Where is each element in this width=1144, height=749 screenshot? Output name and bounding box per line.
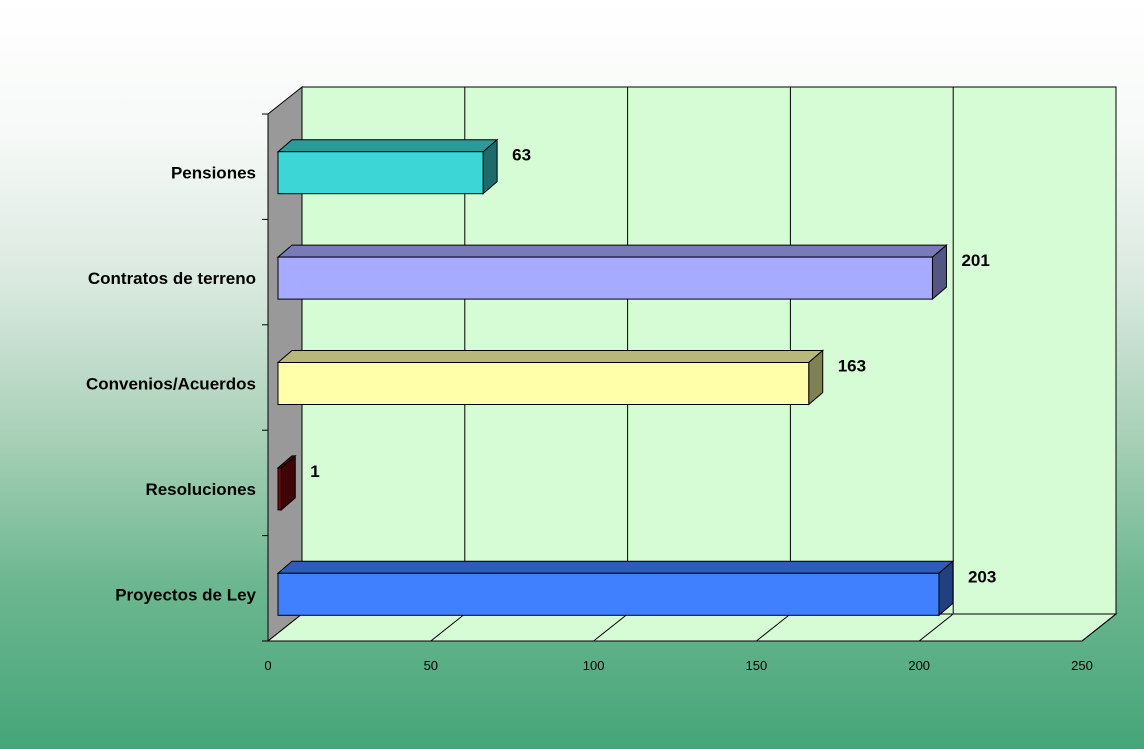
gridline-floor xyxy=(593,613,628,642)
bar xyxy=(276,349,825,406)
value-label: 201 xyxy=(961,251,989,270)
bars xyxy=(276,138,955,617)
floor xyxy=(266,613,1118,642)
gridline-floor xyxy=(1081,613,1117,642)
bar-top-face xyxy=(276,560,955,574)
x-tick-label: 200 xyxy=(908,658,930,673)
value-label: 203 xyxy=(968,567,996,586)
value-label: 1 xyxy=(310,462,319,481)
x-tick-label: 150 xyxy=(746,658,768,673)
x-tick-label: 250 xyxy=(1071,658,1093,673)
bar xyxy=(276,560,955,617)
bar xyxy=(276,244,948,301)
bar-front-face xyxy=(277,467,282,511)
category-label: Resoluciones xyxy=(145,480,256,499)
category-labels: Pensiones Contratos de terreno Convenios/A… xyxy=(86,164,257,605)
bar-front-face xyxy=(277,572,940,616)
x-tick-label: 0 xyxy=(264,658,271,673)
x-tick-label: 50 xyxy=(424,658,438,673)
category-label: Proyectos de Ley xyxy=(115,585,256,604)
bar xyxy=(276,138,499,195)
x-tick-label: 100 xyxy=(583,658,605,673)
category-label: Pensiones xyxy=(171,164,256,183)
bar-front-face xyxy=(277,362,810,405)
bar-top-face xyxy=(276,244,948,258)
bar-front-face xyxy=(277,256,933,300)
value-labels: 63 201 163 1 203 xyxy=(310,146,996,587)
gridline-floor xyxy=(918,613,954,642)
bar-front-face xyxy=(277,151,484,195)
category-label: Contratos de terreno xyxy=(88,269,256,288)
x-axis-ticks: 0 50 100 150 200 250 xyxy=(264,658,1092,673)
value-label: 63 xyxy=(512,146,531,165)
bar-top-face xyxy=(276,139,499,153)
gridline-floor xyxy=(430,613,466,642)
value-label: 163 xyxy=(838,357,866,376)
category-label: Convenios/Acuerdos xyxy=(86,375,256,394)
bar xyxy=(276,454,297,511)
gridline-floor xyxy=(756,613,791,642)
bar-top-face xyxy=(276,350,825,363)
